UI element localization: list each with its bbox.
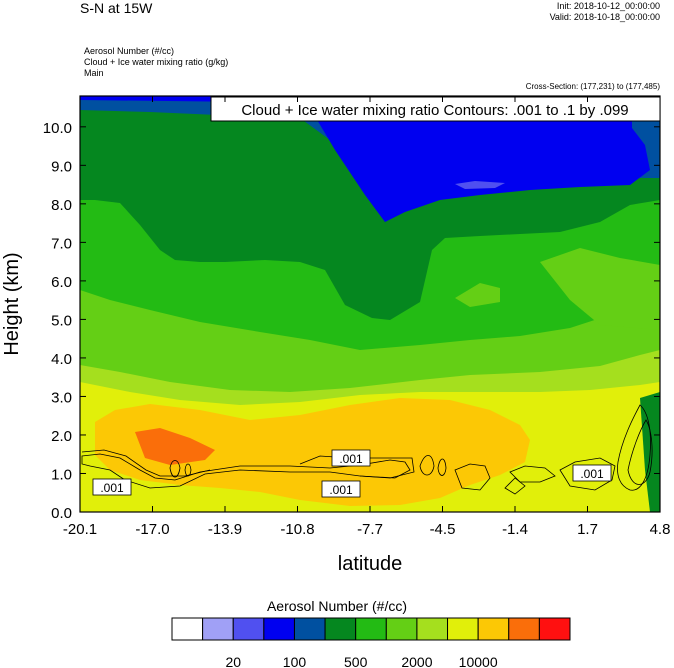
colorbar-swatch xyxy=(508,617,540,641)
contour-value-labels: .001 .001 .001 .001 xyxy=(92,449,612,498)
valid-time: Valid: 2018-10-18_00:00:00 xyxy=(549,12,660,22)
field-cloud-ice: Cloud + Ice water mixing ratio (g/kg) xyxy=(84,57,229,67)
contour-b xyxy=(81,449,211,477)
y-tick-label: 10.0 xyxy=(43,120,72,137)
colorbar-swatch xyxy=(232,617,265,641)
contour-l xyxy=(169,460,181,478)
band-10000 xyxy=(95,398,530,506)
contour-value-label: .001 xyxy=(100,481,124,495)
contour-value-label: .001 xyxy=(580,467,604,481)
x-axis: -20.1 -17.0 -13.9 -10.8 -7.7 -4.5 -1.4 1.7 4.8 xyxy=(63,96,671,538)
x-tick-label: -7.7 xyxy=(357,521,383,538)
run-times: Init: 2018-10-12_00:00:00 Valid: 2018-10… xyxy=(550,1,660,23)
init-time: Init: 2018-10-12_00:00:00 xyxy=(556,1,660,11)
y-tick-label: 5.0 xyxy=(51,312,72,329)
contour-label-box xyxy=(331,449,371,467)
colorbar-swatch xyxy=(202,617,234,641)
colorbar-swatch xyxy=(538,617,571,641)
field-list: Aerosol Number (#/cc) Cloud + Ice water … xyxy=(84,46,228,79)
colorbar-swatch xyxy=(263,617,295,641)
contour-info-box xyxy=(210,96,661,122)
contour-k xyxy=(627,419,653,485)
x-tick-label: -10.8 xyxy=(280,521,314,538)
colorbar-swatch xyxy=(447,617,479,641)
x-tick-label: 4.8 xyxy=(650,521,671,538)
colorbar-tick-label: 500 xyxy=(344,654,368,668)
colorbar-swatch xyxy=(477,617,510,641)
field-aerosol: Aerosol Number (#/cc) xyxy=(84,46,175,56)
contour-label-box xyxy=(92,478,132,496)
band-2000-patch xyxy=(455,283,500,307)
field-main: Main xyxy=(84,68,104,78)
x-tick-label: 1.7 xyxy=(577,521,598,538)
colorbar-swatch xyxy=(416,617,449,641)
y-axis-label: Height (km) xyxy=(1,252,23,355)
colorbar-tick-label: 10000 xyxy=(459,654,498,668)
contour-d xyxy=(419,455,435,476)
plot-title: S-N at 15W xyxy=(80,0,153,16)
colorbar-title: Aerosol Number (#/cc) xyxy=(266,598,408,614)
x-tick-label: -17.0 xyxy=(135,521,169,538)
contour-info-label: Cloud + Ice water mixing ratio Contours:… xyxy=(241,102,628,119)
x-tick-label: -1.4 xyxy=(502,521,528,538)
y-tick-label: 7.0 xyxy=(51,235,72,252)
y-axis: 0.0 1.0 2.0 3.0 4.0 5.0 6.0 7.0 8.0 9.0 10.0 xyxy=(43,120,660,522)
band-50-patch xyxy=(455,181,505,189)
contour-value-label: .001 xyxy=(339,452,363,466)
y-tick-label: 6.0 xyxy=(51,274,72,291)
contour-c xyxy=(299,455,415,479)
colorbar-swatch xyxy=(324,617,357,641)
contour-a xyxy=(81,453,411,489)
cloud-contours xyxy=(81,404,653,495)
contour-i xyxy=(559,457,616,491)
y-tick-label: 2.0 xyxy=(51,428,72,445)
contour-label-box xyxy=(572,464,612,482)
colorbar-swatch xyxy=(385,617,418,641)
colorbar-tick-label: 2000 xyxy=(401,654,432,668)
colorbar-tick-label: 100 xyxy=(283,654,307,668)
colorbar-swatch xyxy=(293,617,326,641)
contour-j xyxy=(617,404,651,491)
y-tick-label: 0.0 xyxy=(51,505,72,522)
y-tick-label: 8.0 xyxy=(51,197,72,214)
band-2000-right xyxy=(540,248,660,330)
colorbar-tick-label: 20 xyxy=(225,654,241,668)
colorbar-swatch xyxy=(355,617,387,641)
y-tick-label: 9.0 xyxy=(51,158,72,175)
colorbar-tick-labels: 20 100 500 2000 10000 xyxy=(225,654,497,668)
contour-e xyxy=(437,458,447,476)
contour-value-label: .001 xyxy=(329,483,353,497)
x-tick-label: -4.5 xyxy=(430,521,456,538)
band-100 xyxy=(80,96,650,222)
y-tick-label: 3.0 xyxy=(51,389,72,406)
cross-section-label: Cross-Section: (177,231) to (177,485) xyxy=(525,82,660,91)
y-tick-label: 4.0 xyxy=(51,351,72,368)
colorbar xyxy=(171,617,571,641)
y-tick-label: 1.0 xyxy=(51,466,72,483)
band-20000 xyxy=(135,428,215,465)
x-tick-label: -13.9 xyxy=(208,521,242,538)
contour-label-box xyxy=(321,480,361,498)
x-tick-label: -20.1 xyxy=(63,521,97,538)
colorbar-swatch xyxy=(171,617,204,641)
contour-m xyxy=(184,463,192,477)
contour-f xyxy=(454,463,491,491)
x-axis-label: latitude xyxy=(338,553,403,575)
contour-h xyxy=(504,477,526,495)
